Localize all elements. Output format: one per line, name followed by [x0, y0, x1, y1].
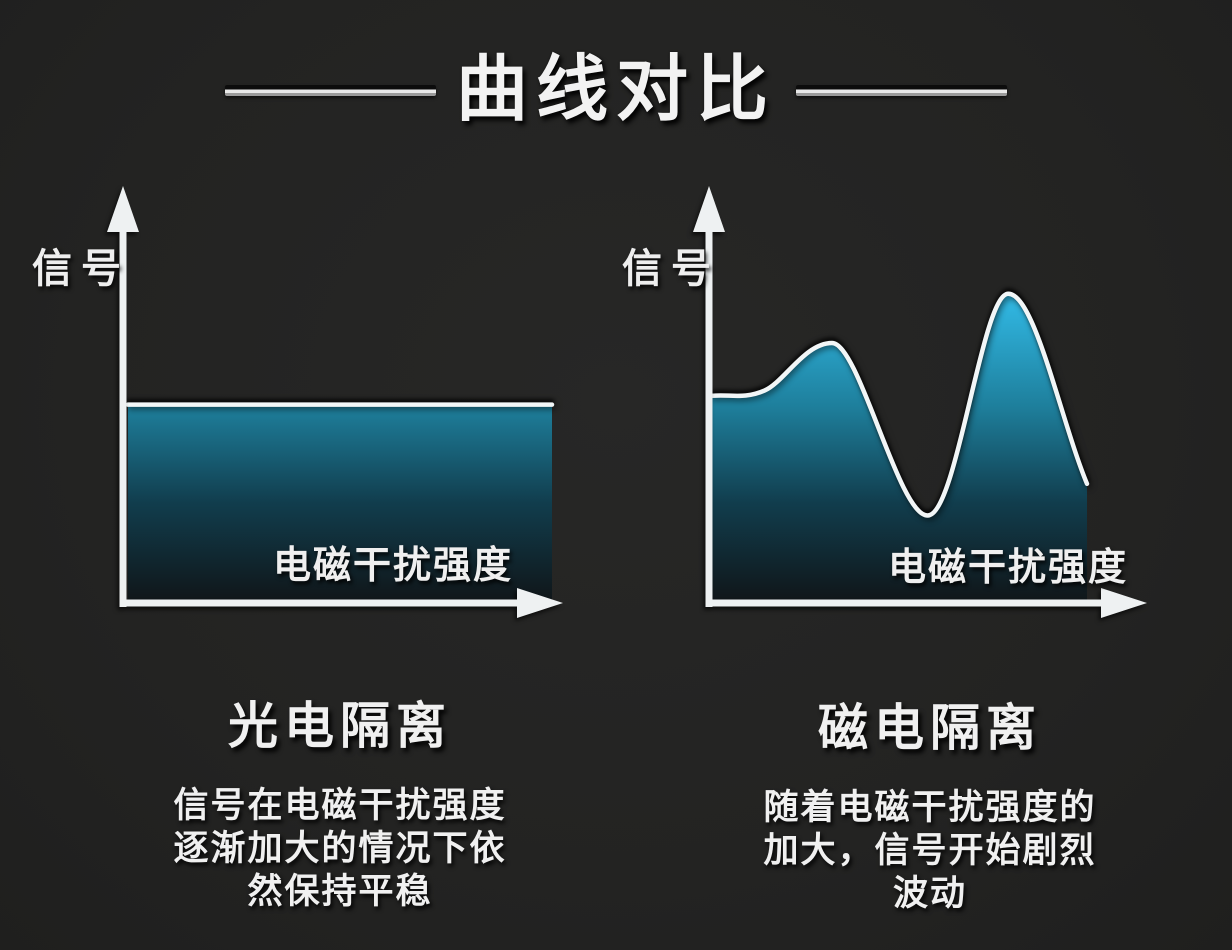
left-chart-canvas: [107, 186, 563, 618]
left-caption-line: 信号在电磁干扰强度: [173, 786, 507, 825]
area-fill: [712, 293, 1087, 603]
header: 曲线对比: [0, 40, 1232, 140]
left-caption-line: 逐渐加大的情况下依: [173, 829, 507, 868]
right-caption-line: 加大，信号开始剧烈: [763, 831, 1097, 870]
signal-curve: [709, 291, 1090, 518]
axes: [107, 186, 563, 618]
right-caption-line: 随着电磁干扰强度的: [763, 788, 1097, 827]
left-caption: 光电隔离 信号在电磁干扰强度 逐渐加大的情况下依 然保持平稳: [60, 686, 620, 913]
header-line-left: [224, 84, 436, 96]
axes: [693, 186, 1147, 618]
left-x-axis-label: 电磁干扰强度: [272, 545, 513, 587]
y-axis-arrow: [693, 186, 725, 232]
left-caption-line: 然保持平稳: [247, 872, 433, 911]
right-x-axis-label: 电磁干扰强度: [887, 547, 1128, 589]
header-line-right: [796, 84, 1007, 96]
right-caption-line: 波动: [892, 874, 967, 913]
right-y-axis-label: 信号: [622, 247, 720, 291]
page-title: 曲线对比: [455, 50, 776, 130]
x-axis-arrow: [517, 588, 563, 618]
left-chart: 信号 电磁干扰强度: [30, 180, 590, 630]
left-caption-title: 光电隔离: [228, 698, 452, 754]
right-chart-canvas: [693, 186, 1147, 618]
right-chart: 信号 电磁干扰强度: [615, 180, 1175, 630]
area-fill: [128, 404, 552, 603]
x-axis-arrow: [1101, 588, 1147, 618]
y-axis-arrow: [107, 186, 139, 232]
right-caption: 磁电隔离 随着电磁干扰强度的 加大，信号开始剧烈 波动: [650, 688, 1210, 915]
left-y-axis-label: 信号: [32, 247, 130, 291]
right-caption-title: 磁电隔离: [818, 700, 1042, 756]
